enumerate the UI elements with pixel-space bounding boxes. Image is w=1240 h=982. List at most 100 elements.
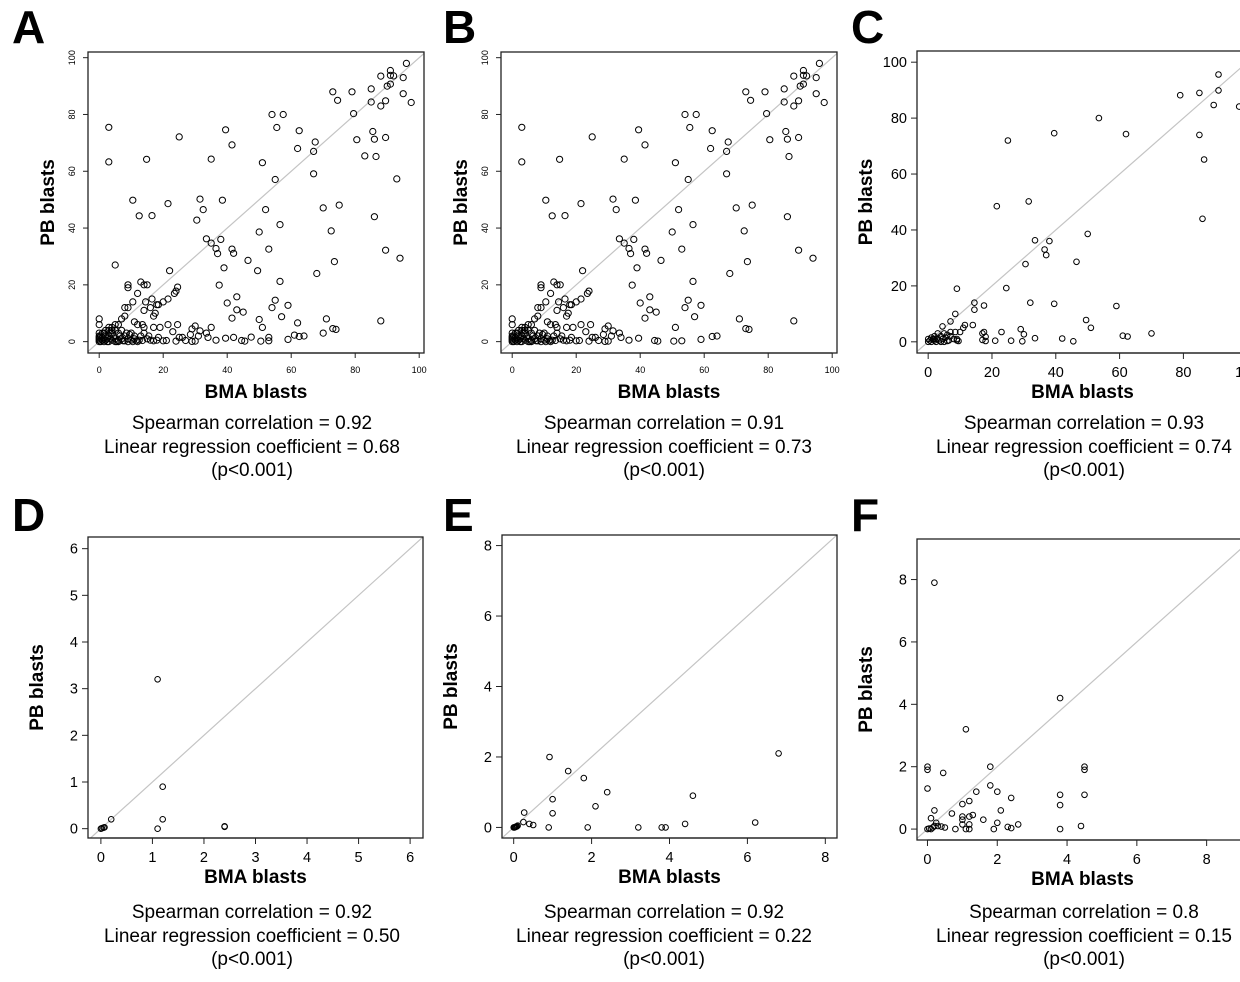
data-point	[724, 138, 732, 146]
data-point	[335, 201, 343, 209]
data-point	[735, 315, 744, 323]
data-point	[780, 85, 788, 93]
data-point	[121, 312, 129, 320]
data-point	[524, 321, 532, 329]
data-point	[947, 328, 954, 336]
data-point	[164, 321, 172, 329]
x-tick-label: 0	[97, 365, 102, 375]
data-point	[625, 244, 633, 253]
data-point	[1196, 131, 1203, 139]
data-point	[126, 330, 134, 339]
data-point	[193, 216, 201, 224]
data-point	[265, 245, 273, 253]
data-point	[1081, 766, 1088, 774]
data-point	[1081, 763, 1088, 771]
data-point	[106, 329, 115, 337]
data-point	[684, 296, 692, 304]
data-point	[519, 329, 528, 337]
data-point	[931, 807, 938, 814]
data-point	[1056, 791, 1064, 799]
x-tick-label: 5	[355, 850, 363, 866]
data-point	[370, 213, 378, 221]
data-point	[747, 96, 755, 104]
data-point	[952, 328, 959, 336]
data-point	[563, 337, 571, 345]
x-tick-label: 4	[303, 850, 311, 866]
data-point	[111, 321, 119, 329]
x-tick-label: 2	[200, 850, 208, 866]
data-point	[257, 337, 265, 345]
data-point	[812, 90, 820, 98]
x-tick-label: 2	[588, 850, 596, 866]
data-point	[146, 304, 154, 312]
data-point	[631, 196, 640, 204]
x-tick-label: 0	[510, 365, 515, 375]
y-tick-label: 6	[70, 542, 78, 558]
data-point	[994, 788, 1001, 796]
data-point	[134, 321, 142, 329]
data-point	[641, 141, 649, 149]
panel-letter-a: A	[12, 1, 46, 53]
data-point	[708, 127, 716, 135]
x-tick-label: 4	[665, 850, 673, 866]
y-tick-label: 60	[891, 167, 907, 183]
data-point	[162, 336, 170, 345]
y-axis-title: PB blasts	[27, 644, 48, 731]
data-point	[1200, 156, 1208, 163]
data-point	[953, 337, 961, 344]
data-point	[820, 98, 828, 107]
y-tick-label: 0	[484, 820, 492, 836]
data-point	[175, 133, 183, 141]
data-point	[657, 256, 665, 264]
y-tick-label: 40	[891, 223, 907, 239]
data-point	[1003, 284, 1010, 292]
data-point	[143, 281, 151, 289]
y-tick-label: 60	[67, 166, 77, 176]
regression-text: Linear regression coefficient = 0.74	[936, 436, 1232, 458]
data-point	[95, 321, 103, 329]
spearman-text: Spearman correlation = 0.91	[543, 413, 785, 434]
data-point	[546, 753, 553, 761]
data-point	[646, 306, 654, 314]
data-point	[241, 337, 249, 345]
data-point	[239, 308, 247, 316]
data-point	[959, 813, 966, 820]
data-point	[799, 71, 808, 79]
data-point	[164, 295, 172, 303]
data-point	[151, 309, 159, 317]
data-point	[1042, 251, 1050, 259]
data-point	[763, 110, 771, 118]
data-point	[577, 200, 585, 208]
data-point	[931, 335, 938, 343]
data-point	[646, 293, 654, 301]
data-point	[212, 244, 220, 253]
y-tick-label: 1	[70, 775, 78, 791]
y-tick-label: 2	[484, 750, 492, 766]
panel-f-plot: 0 2 4 6 8 0 2 4 6 8 BMA blasts PB blasts	[856, 538, 1240, 890]
data-point	[668, 228, 676, 236]
data-point	[174, 321, 182, 329]
data-point	[564, 767, 572, 775]
data-point	[761, 88, 769, 96]
data-point	[101, 824, 108, 831]
data-point	[924, 785, 931, 792]
data-point	[681, 110, 689, 119]
data-point	[223, 299, 231, 307]
x-tick-label: 80	[763, 365, 773, 375]
data-point	[966, 821, 973, 828]
data-point	[124, 304, 132, 312]
data-point	[319, 204, 327, 212]
y-tick-label: 0	[899, 335, 907, 351]
data-point	[207, 323, 215, 331]
data-point	[1014, 821, 1022, 828]
data-point	[561, 212, 569, 220]
data-point	[322, 315, 330, 323]
data-point	[508, 321, 516, 329]
data-point	[247, 333, 255, 341]
data-point	[1017, 325, 1025, 333]
data-point	[580, 774, 588, 782]
x-tick-label: 20	[571, 365, 581, 375]
data-point	[641, 245, 649, 253]
data-point	[132, 337, 140, 345]
data-point	[1215, 71, 1222, 78]
